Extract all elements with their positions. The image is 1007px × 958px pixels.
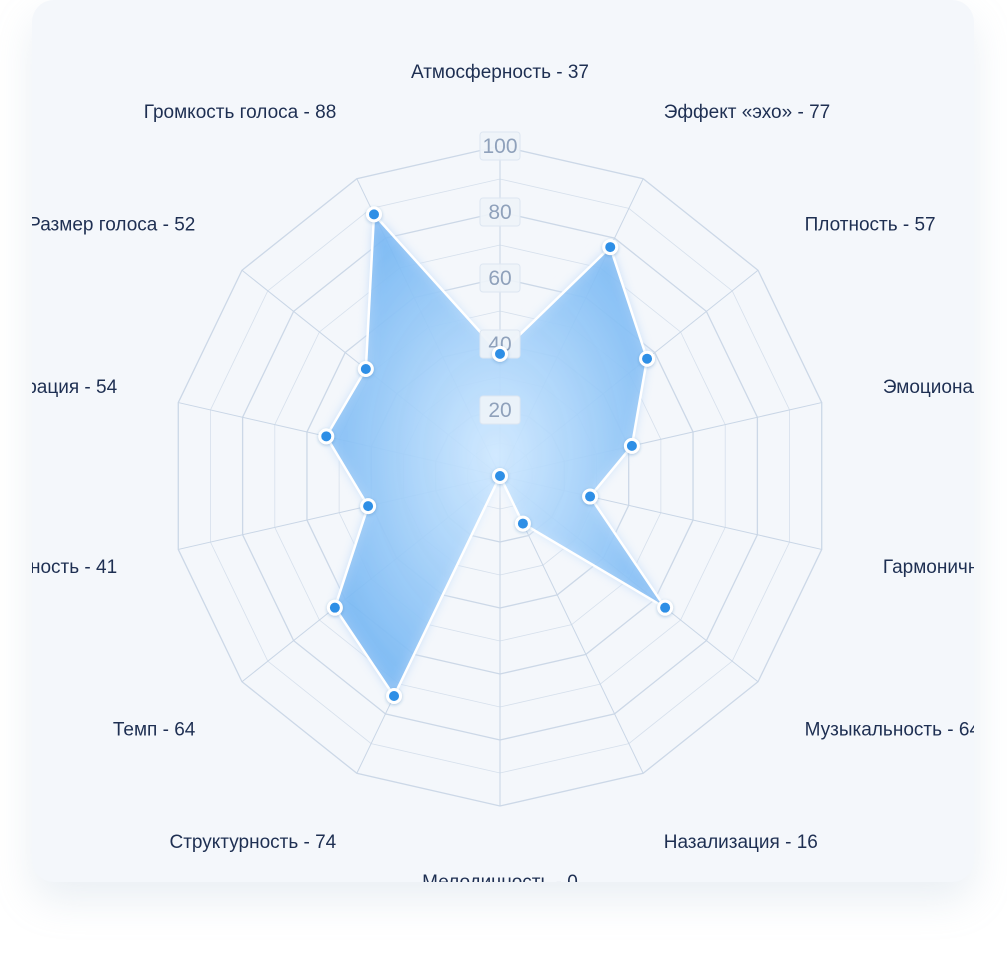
tick-label: 80 bbox=[488, 201, 511, 224]
axis-label: Размер голоса - 52 bbox=[32, 214, 195, 235]
data-point bbox=[386, 688, 403, 705]
data-point bbox=[623, 437, 640, 454]
axis-label: Темп - 64 bbox=[113, 720, 196, 741]
axis-label: Вибрация - 54 bbox=[32, 377, 118, 398]
data-point bbox=[514, 515, 531, 532]
axis-label: Эмоциональность - 41 bbox=[883, 377, 974, 398]
data-point bbox=[360, 498, 377, 515]
axis-label: Мелодичность - 0 bbox=[422, 872, 578, 882]
axis-label: Тональность - 41 bbox=[32, 557, 117, 578]
axis-label: Громкость голоса - 88 bbox=[144, 102, 337, 123]
axis-labels: Атмосферность - 37 Эффект «эхо» - 77 Плотн… bbox=[32, 62, 974, 882]
tick-label: 60 bbox=[488, 267, 511, 290]
axis-label: Гармоничность - 28 bbox=[883, 557, 974, 578]
chart-card: 20 40 60 80 100 Атмосферность - 37 Эффект «эх… bbox=[32, 0, 974, 882]
data-point bbox=[602, 239, 619, 256]
axis-label: Эффект «эхо» - 77 bbox=[664, 102, 830, 123]
tick-label-background bbox=[479, 197, 521, 227]
tick-label-background bbox=[479, 395, 521, 425]
axis-label: Структурность - 74 bbox=[170, 832, 337, 853]
data-point bbox=[357, 361, 374, 378]
data-point bbox=[326, 599, 343, 616]
tick-label: 100 bbox=[482, 135, 517, 158]
tick-label-background bbox=[479, 263, 521, 293]
axis-label: Атмосферность - 37 bbox=[411, 62, 589, 83]
axis-label: Назализация - 16 bbox=[664, 832, 818, 853]
tick-label: 20 bbox=[488, 399, 511, 422]
data-points bbox=[318, 206, 674, 705]
data-point bbox=[492, 345, 508, 362]
data-point bbox=[582, 488, 599, 505]
data-point bbox=[639, 350, 656, 367]
data-point bbox=[657, 599, 674, 616]
data-point bbox=[318, 428, 335, 445]
axis-label: Музыкальность - 64 bbox=[805, 720, 974, 741]
data-point bbox=[492, 468, 508, 484]
data-point bbox=[366, 206, 383, 223]
tick-label-background bbox=[479, 131, 521, 161]
axis-label: Плотность - 57 bbox=[805, 214, 936, 235]
